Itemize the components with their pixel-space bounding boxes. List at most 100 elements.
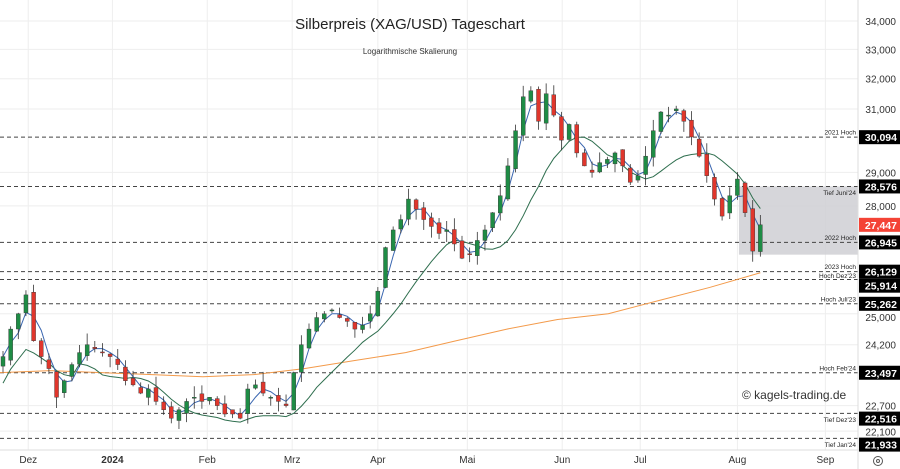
candle-body	[237, 413, 243, 419]
candle	[742, 181, 748, 217]
candle	[214, 396, 220, 411]
candle	[176, 407, 182, 430]
x-tick-label: Sep	[816, 455, 834, 466]
candle	[268, 395, 273, 406]
candle	[398, 214, 403, 234]
candle-body	[306, 328, 312, 349]
level-note: Tief Dez'23	[824, 417, 857, 424]
candle-body	[375, 290, 381, 317]
level-label: 21,933	[865, 440, 897, 452]
candle-body	[291, 372, 296, 411]
x-tick-label: Aug	[729, 455, 747, 466]
candle-body	[62, 380, 67, 393]
candle	[192, 386, 197, 409]
settings-icon[interactable]	[873, 456, 883, 466]
candle-body	[536, 88, 541, 122]
candle	[360, 316, 365, 334]
candle-body	[398, 219, 403, 230]
level-note: Hoch Dez'23	[819, 273, 856, 280]
ma-mid-line	[2, 136, 761, 423]
candle	[23, 290, 29, 317]
candle	[666, 106, 671, 123]
candle	[199, 385, 205, 409]
candle-body	[207, 397, 212, 402]
level-note: Tief Juni'24	[823, 190, 856, 197]
candle	[345, 317, 350, 327]
candle	[444, 220, 449, 243]
candle	[429, 212, 434, 238]
y-tick-label: 31,000	[865, 105, 896, 116]
chart-subtitle: Logarithmische Skalierung	[362, 47, 458, 56]
candle-body	[475, 240, 480, 256]
candle-body	[146, 388, 151, 398]
candle	[352, 321, 358, 338]
candle	[184, 398, 189, 423]
level-label-box	[859, 264, 900, 279]
candle	[92, 341, 98, 353]
candle	[230, 409, 235, 419]
candle-body	[0, 356, 6, 367]
candle-body	[253, 384, 258, 389]
candle	[498, 184, 503, 221]
candle	[130, 370, 136, 387]
candle-body	[521, 96, 526, 136]
candle	[0, 350, 6, 373]
candle-body	[230, 409, 235, 415]
candle	[521, 85, 526, 142]
candle	[750, 200, 755, 262]
x-tick-label: Mai	[459, 455, 475, 466]
candle	[475, 231, 480, 265]
candle-body	[490, 212, 495, 229]
candle	[69, 362, 75, 382]
y-tick-label: 34,000	[865, 17, 896, 28]
candle	[375, 287, 381, 317]
level-label: 25,914	[865, 281, 897, 293]
candle	[413, 198, 419, 220]
candle-body	[184, 401, 189, 414]
candle	[513, 124, 518, 173]
candle	[222, 395, 228, 418]
candle	[719, 197, 725, 221]
candle	[543, 83, 549, 131]
candle-body	[612, 152, 618, 165]
ma-short-line	[2, 101, 761, 417]
candle	[658, 111, 664, 134]
candle-body	[750, 208, 755, 252]
candle-body	[130, 378, 136, 386]
candle	[528, 86, 534, 104]
candle	[735, 172, 740, 200]
candle-body	[620, 149, 625, 167]
candle-body	[712, 177, 717, 200]
candle-body	[551, 94, 556, 116]
candle	[505, 158, 511, 201]
candle	[758, 215, 763, 257]
candle-body	[719, 198, 725, 217]
candle	[299, 335, 304, 382]
candle	[306, 323, 312, 349]
candle	[490, 212, 495, 233]
copyright: © kagels-trading.de	[742, 388, 847, 402]
candle	[161, 396, 166, 415]
price-axis	[858, 0, 900, 469]
chart-title: Silberpreis (XAG/USD) Tageschart	[295, 16, 525, 33]
candle-body	[658, 111, 664, 132]
candle	[322, 311, 327, 323]
candle-body	[299, 344, 304, 373]
candle	[245, 383, 251, 424]
level-label: 26,945	[865, 237, 897, 249]
candle	[689, 111, 694, 146]
candle	[582, 149, 587, 167]
current-price-label-box	[859, 217, 900, 232]
candle	[260, 371, 266, 397]
candle	[559, 111, 564, 151]
candle-body	[421, 207, 426, 220]
candle	[589, 161, 595, 178]
candle-body	[84, 344, 90, 356]
candle-body	[413, 199, 419, 210]
candle-body	[69, 364, 75, 377]
candle-body	[245, 388, 251, 414]
current-price-label: 27,447	[865, 220, 897, 232]
candle-body	[605, 159, 610, 164]
candle	[605, 156, 610, 169]
candle-body	[635, 175, 641, 181]
